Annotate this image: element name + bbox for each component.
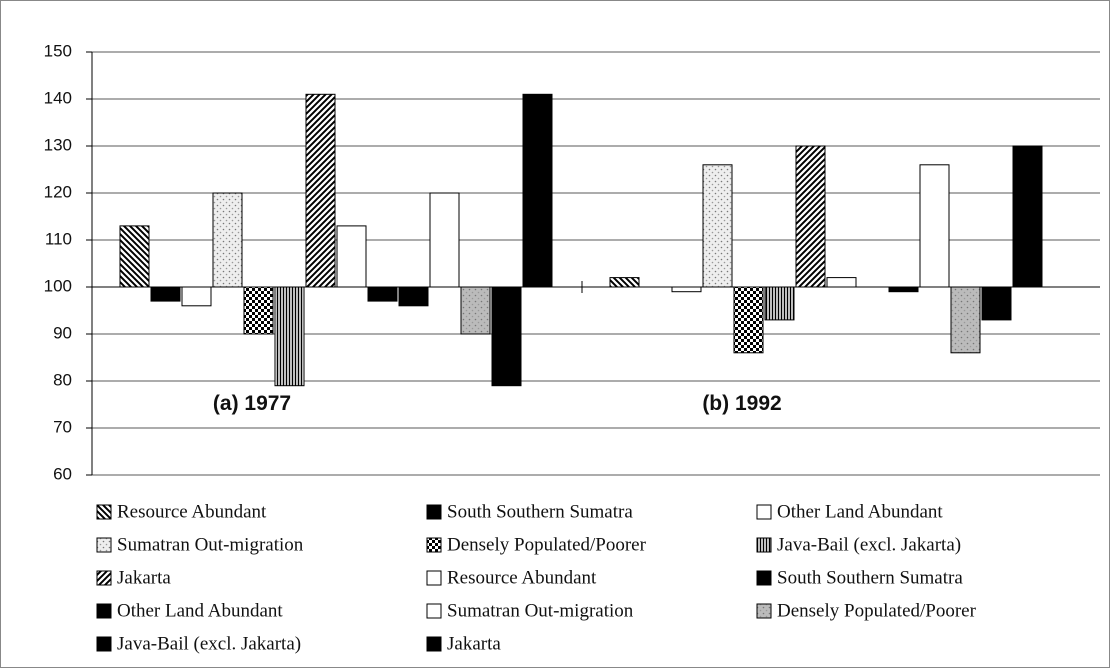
legend-swatch	[426, 537, 442, 553]
legend-swatch	[426, 570, 442, 586]
y-tick-label: 130	[44, 135, 72, 154]
legend-label: South Southern Sumatra	[447, 501, 633, 522]
y-tick-label: 100	[44, 276, 72, 295]
legend-label: Other Land Abundant	[117, 600, 283, 621]
bar	[671, 286, 702, 293]
bar	[336, 225, 367, 288]
y-tick-label: 60	[53, 464, 72, 483]
bar	[212, 192, 243, 288]
bar	[150, 286, 181, 302]
legend-label: South Southern Sumatra	[777, 567, 963, 588]
y-tick-label: 150	[44, 41, 72, 60]
bar	[119, 225, 150, 288]
bar	[181, 286, 212, 307]
legend-swatch	[756, 570, 772, 586]
legend-label: Jakarta	[447, 633, 501, 654]
legend-swatch	[96, 537, 112, 553]
y-tick-label: 110	[45, 229, 72, 248]
y-tick-label: 90	[53, 323, 72, 342]
bar	[491, 286, 522, 387]
bar	[1012, 145, 1043, 288]
bar	[398, 286, 429, 307]
bar	[826, 277, 857, 288]
legend-label: Sumatran Out-migration	[117, 534, 304, 555]
legend-swatch	[756, 537, 772, 553]
bar	[795, 145, 826, 288]
y-tick-label: 120	[44, 182, 72, 201]
legend-label: Resource Abundant	[447, 567, 597, 588]
y-tick-label: 140	[44, 88, 72, 107]
bar	[764, 286, 795, 321]
legend-swatch	[426, 636, 442, 652]
bar	[243, 286, 274, 335]
bar	[981, 286, 1012, 321]
legend-label: Densely Populated/Poorer	[447, 534, 647, 555]
legend-swatch	[96, 636, 112, 652]
bar	[888, 286, 919, 293]
y-tick-label: 70	[53, 417, 72, 436]
bar	[274, 286, 305, 387]
bar	[609, 277, 640, 288]
legend-label: Sumatran Out-migration	[447, 600, 634, 621]
legend-swatch	[756, 504, 772, 520]
bar	[460, 286, 491, 335]
legend-label: Resource Abundant	[117, 501, 267, 522]
bar	[429, 192, 460, 288]
legend-swatch	[426, 504, 442, 520]
bar	[733, 286, 764, 354]
legend-swatch	[756, 603, 772, 619]
legend-label: Other Land Abundant	[777, 501, 943, 522]
legend-swatch	[96, 570, 112, 586]
bar	[305, 93, 336, 288]
legend-swatch	[96, 504, 112, 520]
legend-swatch	[96, 603, 112, 619]
bar	[919, 164, 950, 288]
category-label: (a) 1977	[213, 392, 291, 415]
bar	[950, 286, 981, 354]
legend-label: Jakarta	[117, 567, 171, 588]
bar	[522, 93, 553, 288]
category-label: (b) 1992	[702, 392, 781, 415]
legend-label: Java-Bail (excl. Jakarta)	[777, 534, 961, 555]
legend-label: Densely Populated/Poorer	[777, 600, 977, 621]
bar	[367, 286, 398, 302]
legend-label: Java-Bail (excl. Jakarta)	[117, 633, 301, 654]
bar	[702, 164, 733, 288]
y-tick-label: 80	[53, 370, 72, 389]
legend-swatch	[426, 603, 442, 619]
